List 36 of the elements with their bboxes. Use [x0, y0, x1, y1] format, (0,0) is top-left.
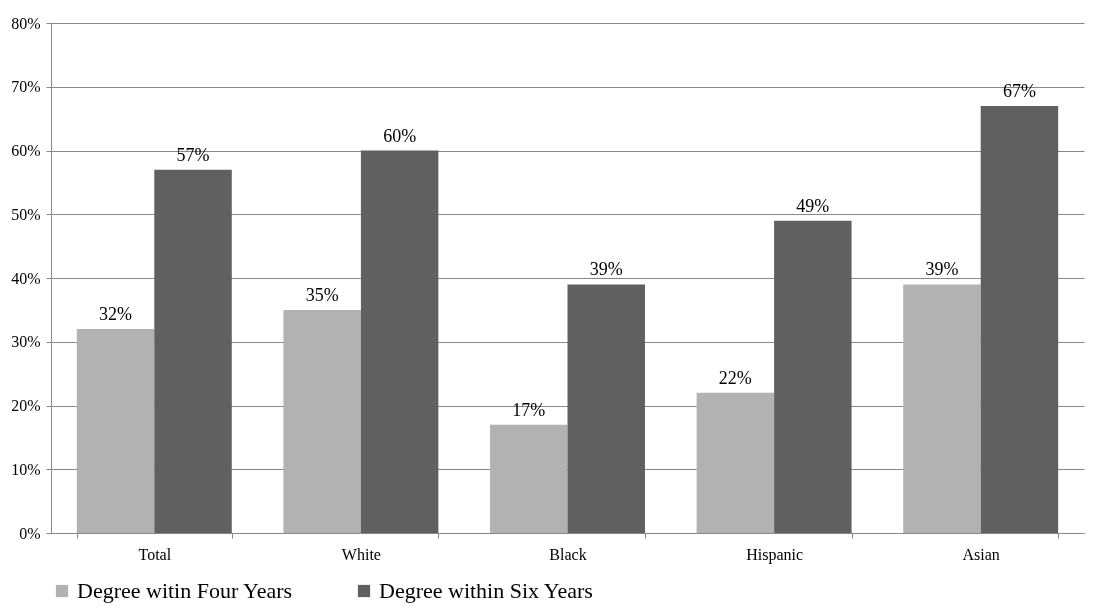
legend-label: Degree within Six Years — [379, 578, 593, 603]
y-tick-label: 30% — [11, 333, 41, 351]
bar — [567, 284, 645, 533]
bar — [490, 424, 568, 533]
bar — [360, 150, 439, 533]
data-label: 57% — [176, 144, 210, 165]
y-tick-label: 60% — [11, 142, 41, 159]
data-label: 67% — [1002, 80, 1036, 101]
y-tick-label: 80% — [11, 14, 41, 32]
bar — [76, 329, 155, 533]
y-tick-label: 20% — [11, 397, 41, 414]
data-label: 22% — [718, 367, 752, 388]
bar — [154, 169, 232, 533]
x-tick-label: Asian — [962, 545, 1000, 563]
data-label: 17% — [512, 399, 546, 420]
bar — [696, 392, 775, 533]
y-tick-label: 70% — [11, 78, 41, 96]
data-label: 39% — [589, 259, 623, 280]
x-tick-label: Total — [138, 545, 172, 563]
bar — [283, 309, 361, 533]
data-label: 49% — [796, 195, 830, 216]
data-label: 32% — [99, 304, 133, 324]
data-label: 39% — [925, 259, 959, 280]
legend-label: Degree witin Four Years — [77, 578, 293, 603]
y-tick-label: 40% — [11, 269, 41, 287]
y-tick-label: 0% — [19, 524, 41, 542]
y-tick-label: 50% — [11, 205, 41, 223]
bar — [980, 105, 1059, 533]
x-tick-label: Hispanic — [746, 545, 804, 564]
x-tick-label: Black — [549, 545, 587, 563]
bar — [903, 284, 981, 533]
data-label: 35% — [305, 284, 339, 305]
y-tick-label: 10% — [11, 460, 41, 478]
bar — [774, 220, 852, 533]
x-tick-label: White — [341, 545, 381, 563]
data-label: 60% — [383, 125, 417, 146]
